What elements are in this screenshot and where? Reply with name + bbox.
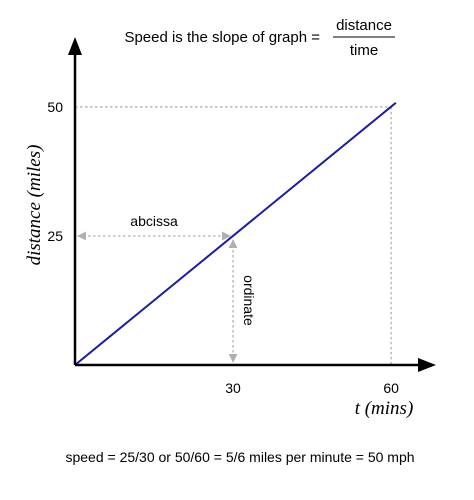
series-line-0 [74, 102, 397, 366]
y-axis-label: distance (miles) [24, 145, 45, 266]
speed-calculation: speed = 25/30 or 50/60 = 5/6 miles per m… [65, 449, 414, 465]
title-numerator: distance [336, 17, 392, 34]
series [74, 102, 397, 366]
chart-title: Speed is the slope of graph = [124, 29, 320, 46]
x-tick-label-60: 60 [383, 380, 399, 396]
y-axis-arrowhead [68, 37, 82, 55]
x-axis-arrowhead [418, 358, 436, 372]
x-axis-symbol: t [355, 398, 361, 419]
axes [68, 37, 436, 372]
y-tick-label-50: 50 [47, 99, 63, 115]
guide-lines [75, 106, 392, 365]
x-axis-unit: (mins) [365, 398, 414, 419]
ordinate-label: ordinate [241, 275, 257, 326]
annotations: abcissa ordinate [77, 213, 257, 363]
tick-labels: 30 60 25 50 [47, 99, 399, 396]
y-tick-label-25: 25 [47, 228, 63, 244]
x-tick-label-30: 30 [225, 380, 241, 396]
title-denominator: time [350, 42, 378, 59]
abscissa-label: abcissa [130, 213, 178, 229]
x-axis-label: t (mins) [355, 398, 414, 419]
